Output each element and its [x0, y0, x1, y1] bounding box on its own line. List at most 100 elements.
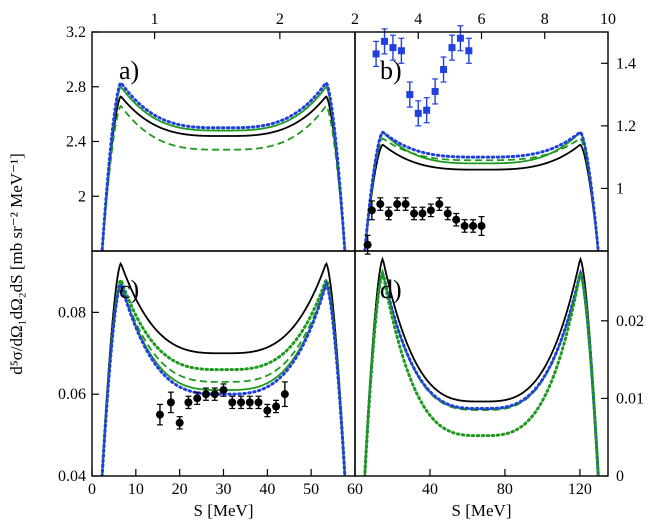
data-point-circle-b — [435, 200, 444, 209]
y-tick-label-d: 0.01 — [616, 390, 644, 407]
data-point-square-b — [381, 37, 389, 45]
y-tick-label-a: 2.4 — [66, 134, 86, 151]
x-axis-label-d: S [MeV] — [452, 501, 512, 520]
y-tick-label-b: 1.4 — [616, 55, 636, 72]
x-tick-label-d: 80 — [497, 481, 513, 498]
panel-d — [354, 250, 609, 477]
data-point-circle-b — [426, 206, 435, 215]
data-point-square-b — [397, 47, 405, 55]
data-point-square-b — [440, 66, 448, 74]
series-c-dashed-green — [101, 282, 346, 476]
data-point-circle-c — [210, 390, 219, 399]
top-tick-label-a: 2 — [276, 11, 284, 28]
y-tick-label-a: 2 — [78, 188, 86, 205]
data-point-circle-c — [263, 406, 272, 415]
data-point-circle-b — [418, 209, 427, 218]
top-tick-label-b: 4 — [414, 11, 422, 28]
x-tick-label-c: 30 — [216, 481, 232, 498]
x-tick-label-d: 40 — [422, 481, 438, 498]
y-tick-label-d: 0.02 — [616, 313, 644, 330]
x-tick-label-c: 50 — [303, 481, 319, 498]
data-point-square-b — [423, 106, 431, 114]
data-point-circle-b — [384, 209, 393, 218]
y-tick-label-b: 1.2 — [616, 118, 636, 135]
data-point-circle-c — [155, 410, 164, 419]
x-tick-label-c: 0 — [88, 481, 96, 498]
series-d-dotted-blue — [363, 268, 600, 476]
data-point-circle-c — [245, 398, 254, 407]
top-tick-label-b: 8 — [541, 11, 549, 28]
series-a-dotted-blue — [100, 80, 347, 251]
data-point-circle-c — [166, 398, 175, 407]
data-point-circle-c — [228, 398, 237, 407]
series-c-dotted-green — [100, 276, 347, 476]
curves-b — [363, 130, 600, 251]
data-point-circle-c — [272, 402, 281, 411]
data-point-circle-b — [363, 240, 372, 249]
data-point-circle-c — [175, 418, 184, 427]
data-point-circle-b — [410, 209, 419, 218]
panel-frame-d — [354, 250, 609, 477]
data-point-circle-c — [280, 390, 289, 399]
x-tick-label-c: 10 — [128, 481, 144, 498]
y-tick-label-c: 0.04 — [58, 468, 86, 485]
data-point-square-b — [431, 87, 439, 95]
data-point-circle-c — [184, 398, 193, 407]
x-tick-label-d: 120 — [568, 481, 592, 498]
panel-b — [354, 25, 609, 255]
data-point-circle-c — [219, 386, 228, 395]
series-b-solid-black — [363, 143, 600, 251]
series-a-solid-green — [101, 85, 346, 251]
top-tick-label-b: 2 — [351, 11, 359, 28]
y-tick-label-c: 0.08 — [58, 304, 86, 321]
data-point-square-b — [389, 44, 397, 52]
panel-label-d: d) — [380, 275, 402, 304]
data-point-circle-c — [201, 390, 210, 399]
data-point-circle-b — [401, 200, 410, 209]
panel-label-a: a) — [119, 56, 139, 85]
panel-c — [91, 250, 356, 477]
top-tick-label-b: 6 — [478, 11, 486, 28]
panel-label-c: c) — [119, 275, 139, 304]
series-d-solid-black — [363, 256, 600, 476]
data-point-circle-c — [193, 394, 202, 403]
x-tick-label-c: 60 — [347, 481, 363, 498]
data-point-circle-b — [477, 221, 486, 230]
series-d-dashed-green — [363, 270, 600, 476]
panel-label-b: b) — [380, 56, 402, 85]
data-point-circle-c — [237, 398, 246, 407]
top-tick-label-b: 10 — [600, 11, 616, 28]
series-a-dashed-green — [101, 104, 346, 251]
data-point-circle-b — [452, 215, 461, 224]
y-tick-label-d: 0 — [616, 468, 624, 485]
data-point-circle-c — [254, 398, 263, 407]
data-point-circle-b — [469, 221, 478, 230]
y-axis-label: d⁵σ/dΩ₁dΩ₂dS [mb sr⁻² MeV⁻¹] — [7, 153, 26, 375]
series-b-dotted-blue — [363, 130, 600, 251]
series-c-solid-black — [101, 261, 346, 476]
data-point-square-b — [456, 34, 464, 42]
series-a-solid-black — [101, 95, 346, 251]
y-tick-label-a: 2.8 — [66, 79, 86, 96]
x-tick-label-c: 20 — [172, 481, 188, 498]
data-point-square-b — [372, 50, 380, 58]
curves-d — [363, 256, 600, 476]
top-tick-label-a: 1 — [151, 11, 159, 28]
series-d-solid-green — [363, 270, 600, 476]
data-point-square-b — [465, 47, 473, 55]
series-d-dotted-green — [363, 268, 600, 476]
y-tick-label-b: 1 — [616, 180, 624, 197]
data-point-circle-b — [376, 200, 385, 209]
data-point-square-b — [414, 109, 422, 117]
x-tick-label-c: 40 — [259, 481, 275, 498]
series-b-dashed-green — [363, 137, 600, 251]
y-tick-label-a: 3.2 — [66, 24, 86, 41]
curves-a — [100, 80, 347, 251]
data-point-circle-b — [393, 200, 402, 209]
data-point-square-b — [448, 44, 456, 52]
data-point-square-b — [406, 91, 414, 99]
data-point-circle-b — [443, 209, 452, 218]
series-b-solid-green — [363, 131, 600, 251]
y-tick-label-c: 0.06 — [58, 386, 86, 403]
